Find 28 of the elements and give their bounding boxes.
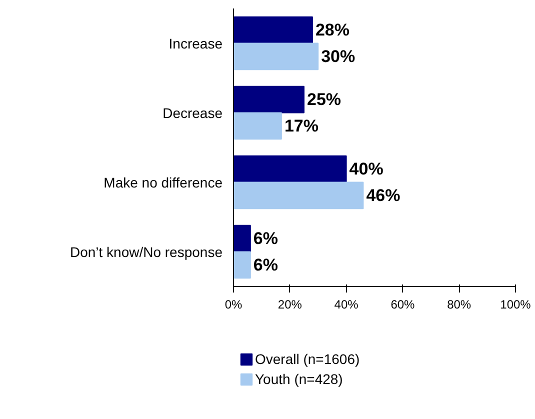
legend-label: Overall (n=1606) — [255, 351, 360, 367]
data-label: 30% — [321, 46, 356, 66]
x-tick-label: 20% — [278, 298, 302, 312]
y-tick-label: Increase — [168, 35, 223, 52]
bar — [234, 224, 251, 252]
bar — [234, 112, 282, 140]
x-tick-label: 80% — [447, 298, 472, 312]
data-label: 40% — [349, 160, 384, 179]
legend-label: Youth (n=428) — [255, 371, 343, 387]
y-tick-label: Make no difference — [104, 174, 223, 190]
bar — [234, 155, 347, 183]
y-tick-label: Don’t know/No response — [70, 244, 223, 260]
data-label: 25% — [307, 90, 342, 110]
bar — [234, 42, 319, 70]
data-label: 28% — [315, 20, 350, 40]
bar — [234, 16, 313, 44]
y-tick-label: Decrease — [162, 104, 223, 121]
data-label: 6% — [253, 255, 278, 274]
x-tick-label: 100% — [500, 298, 532, 312]
x-tick-label: 0% — [224, 298, 242, 312]
x-tick-label: 40% — [334, 298, 359, 312]
data-label: 46% — [366, 186, 400, 205]
data-label: 17% — [284, 116, 318, 136]
bar — [234, 182, 364, 210]
bar — [234, 251, 251, 279]
bar — [234, 86, 304, 114]
data-label: 6% — [253, 229, 278, 248]
x-tick-label: 60% — [390, 298, 416, 312]
